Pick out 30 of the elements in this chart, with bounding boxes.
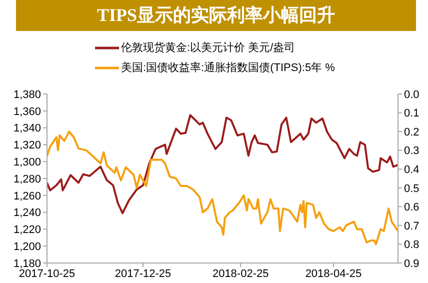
x-tick-label: 2017-12-25 (114, 268, 172, 280)
y-tick-label: 1,380 (13, 88, 41, 101)
y2-tick-label: 0.3 (404, 145, 420, 158)
y-tick-label: 1,200 (13, 241, 41, 254)
y-tick-label: 1,340 (13, 122, 41, 135)
y2-tick-label: 0.7 (404, 220, 420, 232)
y-tick-label: 1,180 (13, 258, 41, 270)
y-tick-label: 1,300 (13, 156, 41, 169)
y2-tick-label: 0.1 (404, 108, 420, 120)
y-tick-label: 1,220 (13, 224, 41, 236)
y-tick-label: 1,240 (13, 207, 41, 220)
y-tick-label: 1,280 (13, 173, 41, 186)
chart-title: TIPS显示的实际利率小幅回升 (16, 0, 416, 31)
y2-tick-label: 0.6 (404, 202, 420, 214)
y2-tick-label: 0.4 (404, 164, 420, 176)
y2-tick-label: 0.2 (404, 126, 420, 138)
x-tick-label: 2018-04-25 (305, 268, 362, 280)
y-tick-label: 1,360 (13, 106, 41, 118)
y2-tick-label: 0.5 (404, 182, 420, 195)
y-tick-label: 1,320 (13, 140, 41, 152)
y2-tick-label: 0.0 (404, 88, 420, 101)
line-series (47, 114, 398, 214)
y-tick-label: 1,260 (13, 190, 41, 202)
legend-label: 美国:国债收益率:通胀指数国债(TIPS):5年 % (121, 60, 335, 76)
x-tick-label: 2018-02-25 (212, 268, 269, 280)
legend-label: 伦敦现货黄金:以美元计价 美元/盎司 (121, 40, 296, 56)
y2-tick-label: 0.9 (404, 258, 420, 270)
line-series (47, 130, 398, 246)
y2-tick-label: 0.8 (404, 239, 420, 252)
x-tick-label: 2017-10-25 (18, 268, 76, 280)
